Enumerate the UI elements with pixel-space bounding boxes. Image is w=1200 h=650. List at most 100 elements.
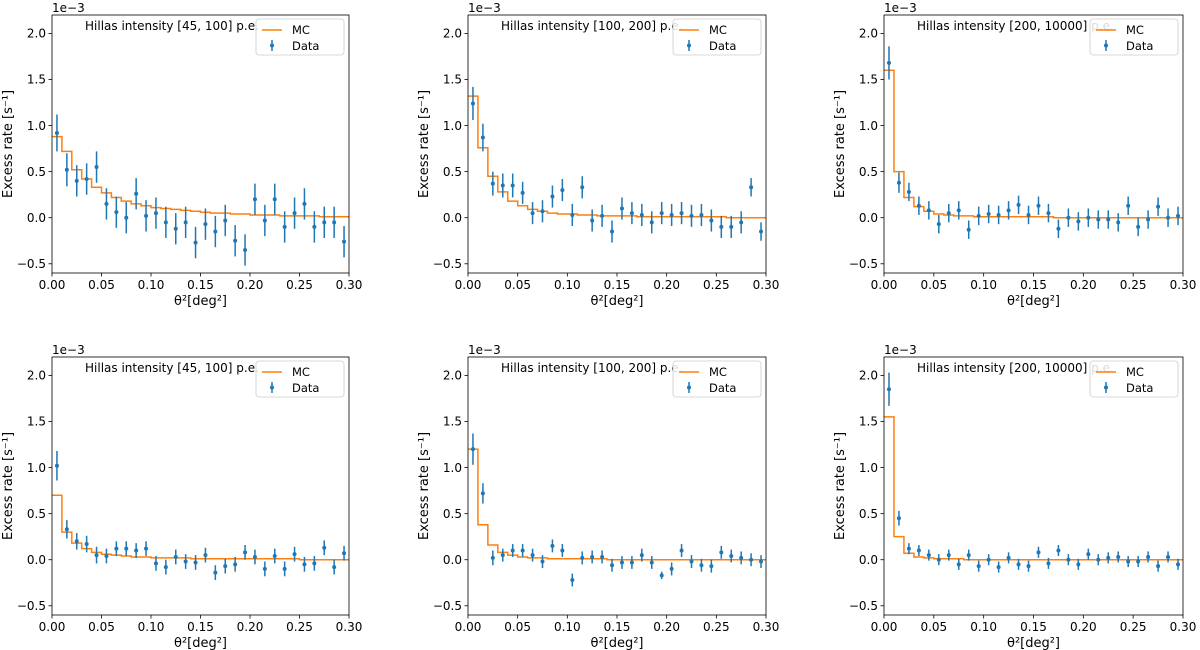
data-point [480, 491, 485, 496]
data-point [193, 240, 198, 245]
x-tick-label: 0.15 [187, 278, 214, 292]
y-tick-label: 2.0 [859, 369, 878, 383]
x-tick-label: 0.10 [970, 278, 997, 292]
data-point [689, 213, 694, 218]
data-point [134, 191, 139, 196]
data-point [332, 565, 337, 570]
x-tick-label: 0.05 [88, 620, 115, 634]
legend-data-label: Data [1126, 381, 1153, 395]
data-point [1026, 212, 1031, 217]
data-point [1166, 554, 1171, 559]
y-offset-text: 1e−3 [468, 1, 501, 15]
data-point [64, 167, 69, 172]
data-point [213, 229, 218, 234]
data-point [272, 197, 277, 202]
data-point [302, 201, 307, 206]
x-axis-label: θ²[deg²] [590, 294, 643, 309]
legend-data-swatch [687, 385, 691, 390]
y-tick-label: 1.0 [27, 119, 46, 133]
legend-box [1089, 18, 1179, 56]
x-tick-label: 0.00 [871, 278, 898, 292]
data-point [134, 548, 139, 553]
y-tick-label: −0.5 [433, 257, 462, 271]
data-point [94, 553, 99, 558]
data-point [679, 548, 684, 553]
legend-data-label: Data [292, 381, 319, 395]
x-tick-label: 0.00 [39, 278, 66, 292]
data-point [193, 560, 198, 565]
legend: MC Data [1089, 18, 1179, 56]
data-point [213, 570, 218, 575]
x-tick-label: 0.20 [653, 278, 680, 292]
legend-mc-label: MC [709, 365, 727, 379]
data-point [896, 516, 901, 521]
legend-data-swatch [270, 385, 274, 390]
data-point [946, 211, 951, 216]
data-point [530, 553, 535, 558]
data-point [1146, 217, 1151, 222]
data-point [560, 188, 565, 193]
y-tick-label: 1.0 [443, 119, 462, 133]
data-point [639, 212, 644, 217]
x-tick-label: 0.15 [604, 278, 631, 292]
y-axis-label: Excess rate [s⁻¹] [833, 90, 848, 198]
data-point [153, 561, 158, 566]
y-offset-text: 1e−3 [884, 343, 917, 357]
data-point [302, 562, 307, 567]
data-point [530, 211, 535, 216]
data-point [510, 548, 515, 553]
data-point [1036, 550, 1041, 555]
data-point [1076, 562, 1081, 567]
data-point [886, 60, 891, 65]
data-point [312, 561, 317, 566]
panel-2: 0.00 0.05 0.10 0.15 0.20 0.25 0.30 −0.5 0.0 0.5 1.… [417, 1, 779, 309]
y-tick-label: −0.5 [17, 599, 46, 613]
data-point [262, 218, 267, 223]
plot-area [884, 46, 1183, 239]
x-tick-label: 0.10 [138, 278, 165, 292]
data-point [1106, 555, 1111, 560]
y-tick-label: 0.5 [27, 165, 46, 179]
data-point [223, 564, 228, 569]
data-point [1016, 562, 1021, 567]
legend-data-label: Data [1126, 39, 1153, 53]
data-point [550, 194, 555, 199]
legend-mc-label: MC [1126, 23, 1144, 37]
panel-title: Hillas intensity [100, 200] p.e. [501, 361, 683, 375]
data-point [649, 560, 654, 565]
data-point [679, 211, 684, 216]
x-axis-label: θ²[deg²] [174, 294, 227, 309]
plot-area [468, 433, 766, 587]
data-point [84, 542, 89, 547]
data-point [570, 212, 575, 217]
x-axis-label: θ²[deg²] [1007, 294, 1060, 309]
data-point [590, 218, 595, 223]
data-point [1106, 217, 1111, 222]
legend: MC Data [255, 360, 345, 398]
x-tick-label: 0.30 [1170, 278, 1197, 292]
data-point [1036, 203, 1041, 208]
data-point [689, 559, 694, 564]
data-point [1176, 213, 1181, 218]
x-tick-label: 0.00 [455, 278, 482, 292]
data-point [739, 555, 744, 560]
data-point [342, 239, 347, 244]
x-tick-label: 0.05 [920, 278, 947, 292]
plot-area [52, 114, 349, 266]
data-point [223, 218, 228, 223]
data-point [996, 212, 1001, 217]
plot-area [884, 372, 1183, 573]
data-point [659, 211, 664, 216]
data-point [1166, 215, 1171, 220]
y-tick-label: 0.5 [443, 165, 462, 179]
y-tick-label: 1.0 [27, 461, 46, 475]
y-tick-label: 1.5 [859, 415, 878, 429]
data-point [500, 553, 505, 558]
data-point [1116, 220, 1121, 225]
data-point [282, 224, 287, 229]
data-point [1056, 548, 1061, 553]
x-tick-label: 0.30 [753, 620, 780, 634]
y-tick-label: −0.5 [433, 599, 462, 613]
data-point [272, 554, 277, 559]
